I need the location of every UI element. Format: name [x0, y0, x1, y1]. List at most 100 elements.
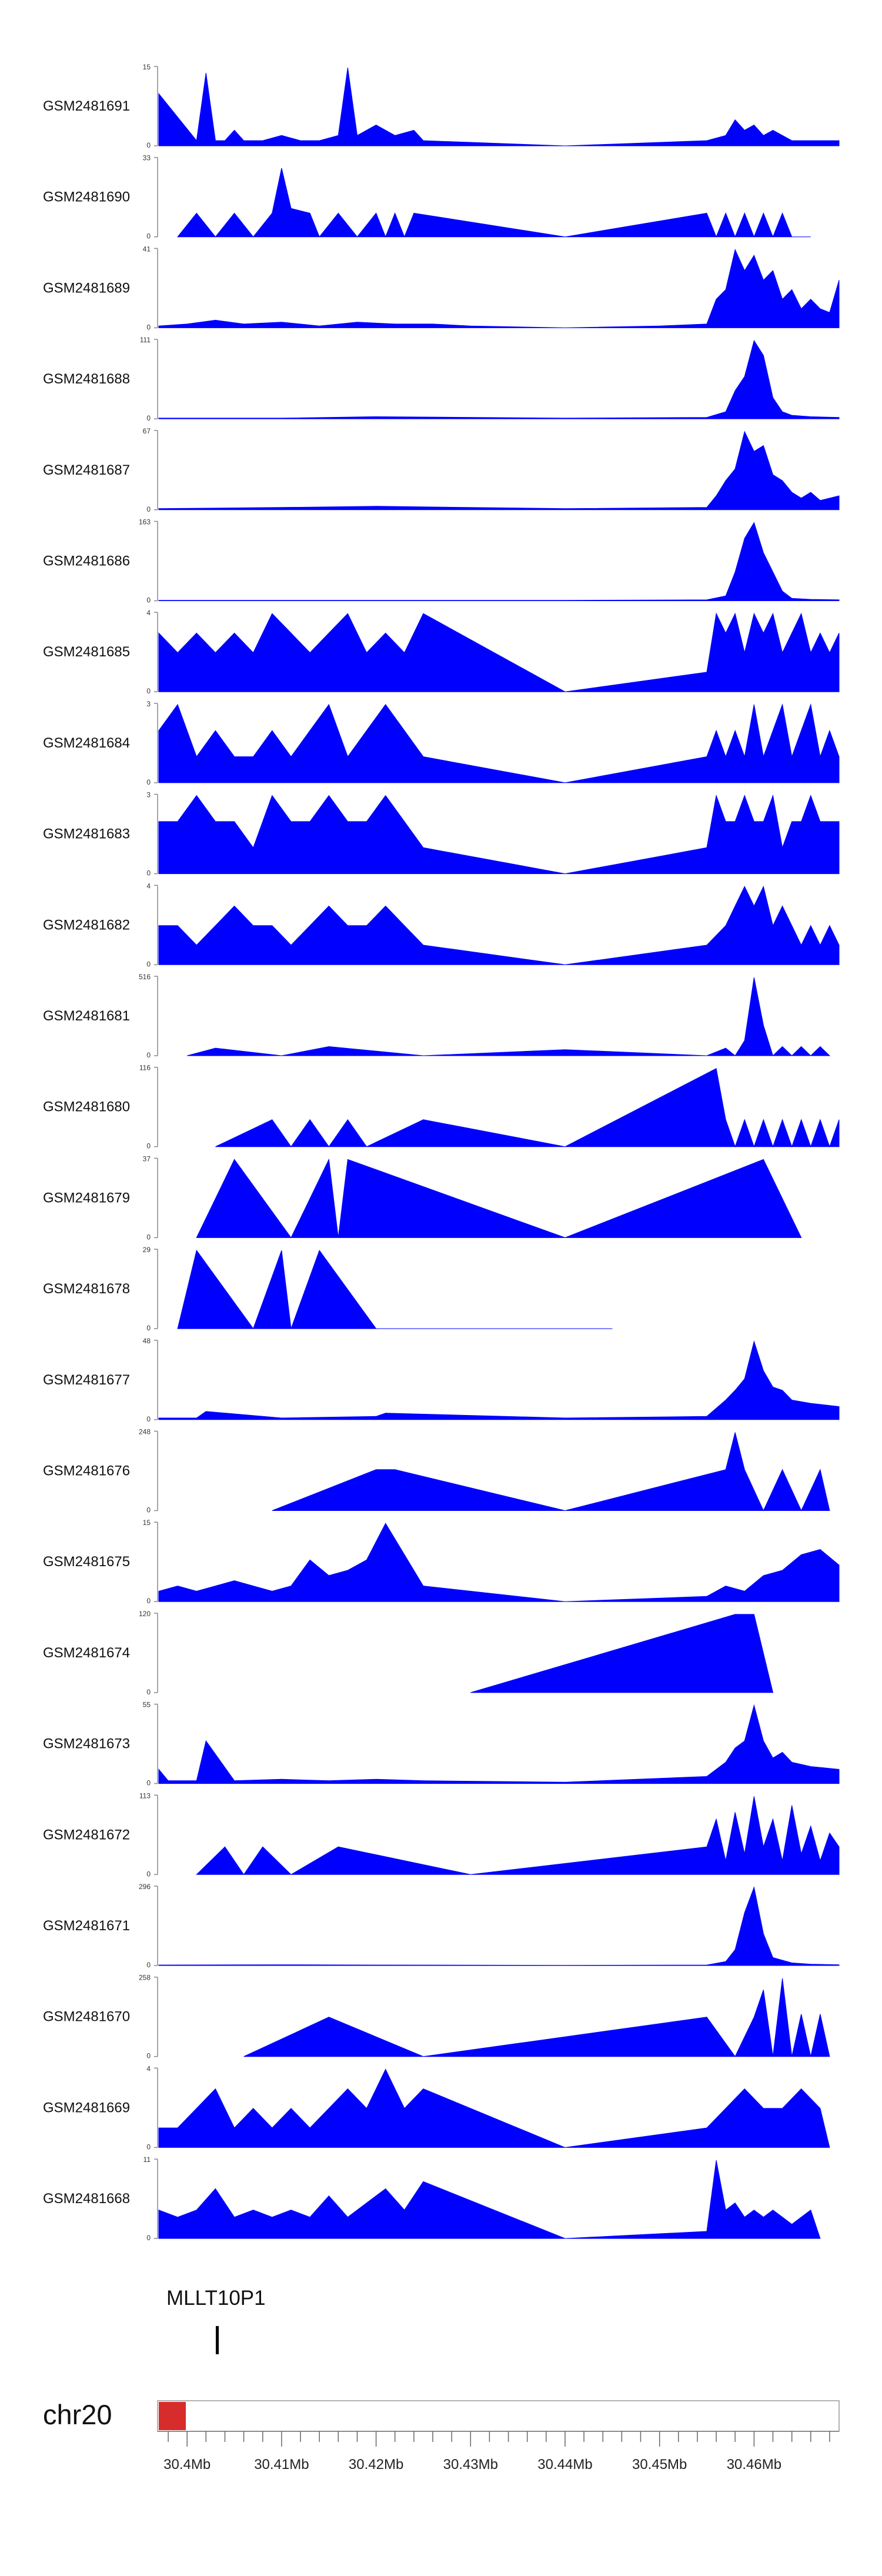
track-label: GSM2481673 — [43, 1736, 130, 1752]
y-max-label: 248 — [139, 1428, 151, 1436]
y-min-label: 0 — [146, 141, 151, 149]
track-GSM2481691: GSM2481691 15 0 — [43, 63, 840, 149]
track-GSM2481676: GSM2481676 248 0 — [43, 1428, 830, 1514]
track-GSM2481669: GSM2481669 4 0 — [43, 2064, 830, 2151]
track-GSM2481689: GSM2481689 41 0 — [43, 245, 840, 331]
track-GSM2481677: GSM2481677 48 0 — [43, 1337, 840, 1423]
y-max-label: 41 — [143, 245, 151, 253]
axis-tick-label: 30.42Mb — [349, 2457, 403, 2472]
coverage-area — [158, 1886, 840, 1966]
y-max-label: 296 — [139, 1883, 151, 1891]
y-max-label: 55 — [143, 1701, 151, 1709]
track-GSM2481673: GSM2481673 55 0 — [43, 1701, 840, 1787]
coverage-area — [243, 1978, 830, 2057]
y-max-label: 4 — [146, 609, 151, 617]
y-min-label: 0 — [146, 2143, 151, 2151]
coverage-area — [158, 1523, 840, 1602]
coverage-area — [158, 794, 840, 875]
track-label: GSM2481675 — [43, 1554, 130, 1570]
y-max-label: 67 — [143, 427, 151, 435]
track-GSM2481668: GSM2481668 11 0 — [43, 2155, 821, 2242]
axis-tick-label: 30.45Mb — [632, 2457, 687, 2472]
track-GSM2481683: GSM2481683 3 0 — [43, 791, 840, 877]
y-max-label: 258 — [139, 1974, 151, 1982]
track-label: GSM2481686 — [43, 553, 130, 569]
y-max-label: 15 — [143, 1519, 151, 1527]
y-min-label: 0 — [146, 1415, 151, 1423]
track-label: GSM2481677 — [43, 1372, 130, 1388]
track-label: GSM2481684 — [43, 735, 130, 751]
gene-label: MLLT10P1 — [166, 2287, 266, 2310]
track-GSM2481675: GSM2481675 15 0 — [43, 1519, 840, 1605]
y-min-label: 0 — [146, 1961, 151, 1969]
track-label: GSM2481688 — [43, 371, 130, 387]
track-GSM2481686: GSM2481686 163 0 — [43, 518, 840, 605]
coverage-area — [177, 1249, 613, 1330]
y-min-label: 0 — [146, 596, 151, 605]
chromosome-highlight — [159, 2402, 186, 2430]
coverage-area — [158, 2160, 821, 2239]
y-max-label: 11 — [143, 2155, 151, 2164]
y-min-label: 0 — [146, 1142, 151, 1150]
y-max-label: 516 — [139, 973, 151, 981]
y-max-label: 113 — [139, 1791, 151, 1800]
track-GSM2481688: GSM2481688 111 0 — [43, 336, 840, 422]
track-GSM2481679: GSM2481679 37 0 — [43, 1154, 802, 1241]
track-label: GSM2481669 — [43, 2100, 130, 2115]
y-min-label: 0 — [146, 687, 151, 695]
axis-tick-label: 30.41Mb — [254, 2457, 309, 2472]
coverage-area — [272, 1432, 830, 1511]
track-GSM2481674: GSM2481674 120 0 — [43, 1610, 774, 1696]
ideogram-panel: chr20 30.4Mb 30.41Mb 30.42Mb 30.43Mb 30.44Mb 3… — [43, 2399, 840, 2472]
y-max-label: 111 — [140, 336, 151, 344]
track-GSM2481678: GSM2481678 29 0 — [43, 1246, 613, 1332]
coverage-area — [470, 1614, 774, 1693]
track-label: GSM2481676 — [43, 1463, 130, 1479]
coverage-area — [158, 67, 840, 146]
coverage-area — [187, 977, 831, 1056]
coverage-area — [158, 1704, 840, 1784]
y-min-label: 0 — [146, 323, 151, 331]
track-label: GSM2481680 — [43, 1099, 130, 1115]
track-label: GSM2481681 — [43, 1008, 130, 1024]
y-min-label: 0 — [146, 1779, 151, 1787]
track-label: GSM2481678 — [43, 1281, 130, 1297]
coverage-area — [196, 1796, 840, 1876]
coverage-area — [158, 522, 840, 601]
y-min-label: 0 — [146, 2234, 151, 2242]
track-label: GSM2481671 — [43, 1918, 130, 1934]
y-min-label: 0 — [146, 1597, 151, 1605]
track-label: GSM2481668 — [43, 2191, 130, 2207]
y-max-label: 15 — [143, 63, 151, 71]
chromosome-band — [157, 2400, 840, 2432]
track-label: GSM2481682 — [43, 917, 130, 933]
y-max-label: 37 — [143, 1154, 151, 1163]
track-panel: GSM2481691150GSM2481690330GSM2481689410G… — [43, 63, 840, 2242]
axis-tick-label: 30.4Mb — [163, 2457, 211, 2472]
y-min-label: 0 — [146, 1506, 151, 1514]
track-GSM2481682: GSM2481682 4 0 — [43, 882, 840, 968]
axis-tick-label: 30.43Mb — [443, 2457, 498, 2472]
y-min-label: 0 — [146, 1688, 151, 1696]
gene-marker — [216, 2326, 219, 2354]
track-GSM2481681: GSM2481681 516 0 — [43, 973, 831, 1059]
y-min-label: 0 — [146, 1233, 151, 1241]
chromosome-label: chr20 — [43, 2399, 112, 2430]
track-GSM2481670: GSM2481670 258 0 — [43, 1974, 830, 2060]
coverage-area — [158, 885, 840, 965]
y-max-label: 120 — [139, 1610, 151, 1618]
track-GSM2481684: GSM2481684 3 0 — [43, 700, 840, 786]
coverage-area — [158, 612, 840, 692]
y-max-label: 33 — [143, 154, 151, 162]
coverage-tracks: GSM2481691 15 0 GSM2481690 33 0 GSM2481689 41 0 G… — [43, 63, 840, 2242]
track-label: GSM2481685 — [43, 644, 130, 660]
track-label: GSM2481691 — [43, 98, 130, 114]
y-max-label: 3 — [146, 700, 151, 708]
coverage-area — [158, 2068, 830, 2148]
coverage-area — [158, 339, 840, 419]
track-label: GSM2481674 — [43, 1645, 130, 1661]
y-min-label: 0 — [146, 505, 151, 513]
y-min-label: 0 — [146, 2052, 151, 2060]
track-label: GSM2481672 — [43, 1827, 130, 1843]
track-GSM2481671: GSM2481671 296 0 — [43, 1883, 840, 1969]
